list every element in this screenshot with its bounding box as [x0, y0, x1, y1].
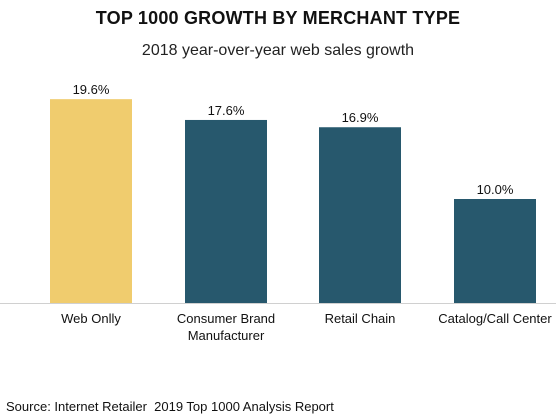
chart-subtitle: 2018 year-over-year web sales growth: [141, 42, 415, 59]
bar: [50, 99, 132, 303]
data-label: 17.6%: [208, 103, 245, 118]
x-tick-label: Consumer Brand: [177, 311, 275, 326]
bar: [454, 199, 536, 303]
chart-title: TOP 1000 GROWTH BY MERCHANT TYPE: [95, 8, 461, 28]
x-tick-label: Catalog/Call Center: [438, 311, 552, 326]
x-tick-label: Manufacturer: [188, 328, 265, 343]
data-label: 19.6%: [73, 82, 110, 97]
x-tick-label: Retail Chain: [325, 311, 396, 326]
bar: [319, 127, 401, 304]
data-label: 16.9%: [342, 110, 379, 125]
plot-area: 19.6% Web Onlly 17.6% Consumer Brand Manufac…: [0, 82, 556, 343]
bar: [185, 119, 267, 304]
data-label: 10.0%: [477, 182, 514, 197]
source-note: Source: Internet Retailer 2019 Top 1000 …: [6, 399, 334, 414]
x-tick-label: Web Onlly: [61, 311, 121, 326]
